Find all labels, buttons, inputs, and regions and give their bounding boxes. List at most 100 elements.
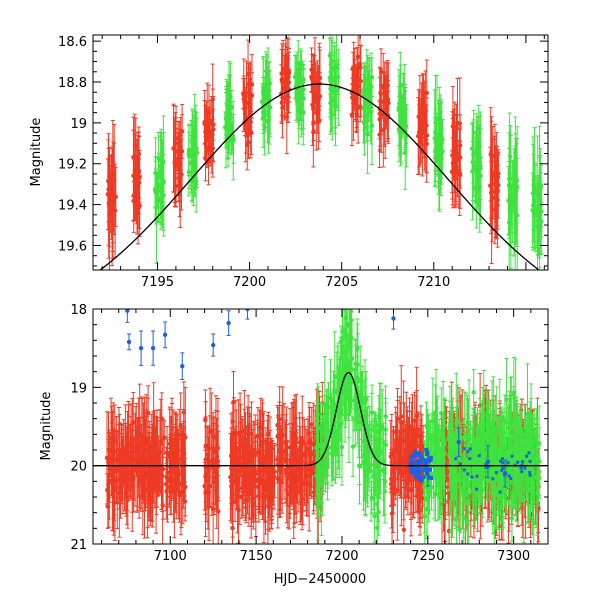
data-point-blue [525, 454, 529, 458]
data-point-green [153, 168, 159, 215]
data-point-green [190, 110, 196, 166]
data-point-blue [501, 461, 505, 465]
data-point-red [351, 41, 356, 109]
data-point-red [133, 145, 138, 210]
top-plot-area [99, 35, 544, 270]
data-point-red [243, 96, 249, 138]
data-point-red [106, 133, 111, 246]
data-point-blue [414, 453, 419, 458]
data-point-blue [506, 461, 510, 465]
data-point-blue [409, 466, 414, 471]
data-point-red [420, 94, 425, 138]
data-point-green [295, 72, 300, 121]
data-point-blue [425, 452, 430, 457]
data-point-red [454, 103, 459, 151]
data-point-green [478, 115, 483, 200]
data-point-blue [466, 450, 470, 454]
data-point-blue [425, 471, 430, 476]
data-point-blue [528, 470, 532, 474]
data-point-blue [510, 454, 514, 458]
data-point-green [513, 116, 518, 233]
x-tick-label: 7205 [325, 275, 358, 290]
data-point-blue [528, 473, 532, 477]
data-point-red [109, 147, 115, 267]
bottom-panel: 7100 7150 7200 7250 7300 18 19 20 21 Magnitude H… [39, 303, 549, 587]
data-point-blue [507, 474, 511, 478]
data-point-red [286, 47, 292, 98]
y-tick-label: 19.2 [58, 158, 87, 173]
data-point-blue [477, 454, 481, 458]
data-point-red [311, 53, 316, 111]
data-point-red [279, 43, 285, 116]
data-point-blue [468, 457, 472, 461]
x-tick-label: 7100 [154, 549, 187, 564]
data-point-green [230, 100, 236, 181]
data-point-blue [418, 470, 423, 475]
data-point-blue [413, 467, 418, 472]
data-point-blue [408, 455, 413, 460]
y-tick-label: 20 [70, 460, 87, 475]
top-model-curve [99, 83, 541, 270]
data-point-green [300, 60, 306, 135]
data-point-blue [466, 472, 470, 476]
y-tick-label: 18.6 [58, 35, 87, 50]
data-point-green [333, 62, 338, 120]
data-point-red [112, 163, 118, 258]
x-tick-label: 7150 [240, 549, 273, 564]
y-tick-label: 19.6 [58, 239, 87, 254]
data-point-green [225, 95, 230, 146]
data-point-blue [418, 453, 423, 458]
data-point-green [327, 38, 333, 118]
data-point-red [350, 51, 356, 85]
data-point-blue [421, 467, 426, 472]
data-point-green [161, 115, 166, 208]
data-point-green [507, 112, 512, 236]
data-point-red [416, 104, 422, 168]
data-point-red [492, 135, 497, 177]
data-point-green [537, 155, 543, 223]
data-point-blue [150, 330, 156, 366]
data-point-green [328, 51, 333, 111]
data-point-blue [125, 309, 130, 323]
data-point-blue [226, 310, 231, 336]
data-point-green [158, 172, 164, 230]
data-point-red [244, 60, 249, 125]
data-point-green [473, 137, 478, 202]
data-point-blue [503, 473, 507, 477]
data-point-blue [468, 447, 472, 451]
x-tick-label: 7200 [325, 549, 358, 564]
data-point-red [210, 88, 216, 162]
data-point-red [495, 152, 500, 248]
data-point-red [385, 60, 390, 112]
data-point-red [173, 165, 178, 207]
top-panel: 7195 7200 7205 7210 18.6 18.8 19 19.2 19.4 19.6 M… [29, 34, 549, 290]
data-point-red [134, 138, 140, 209]
data-point-green [531, 154, 536, 217]
bottom-y-axis-label: Magnitude [39, 392, 54, 461]
data-point-green [222, 111, 228, 144]
data-point-blue [424, 459, 429, 464]
data-point-red [355, 55, 361, 117]
x-tick-label: 7210 [417, 275, 450, 290]
data-point-blue [419, 478, 424, 483]
bottom-plot-area [93, 309, 548, 544]
y-tick-label: 21 [70, 538, 87, 553]
data-point-red [422, 91, 427, 171]
data-point-blue [501, 466, 505, 470]
data-point-red [452, 101, 457, 162]
data-point-blue [491, 477, 495, 481]
data-point-green [438, 120, 444, 168]
data-point-blue [462, 468, 466, 472]
data-point-red [424, 104, 429, 183]
y-tick-label: 19 [70, 381, 87, 396]
data-point-blue [527, 451, 531, 455]
data-point-green [194, 117, 200, 188]
x-tick-label: 7200 [233, 275, 266, 290]
y-tick-label: 19 [70, 117, 87, 132]
data-point-blue [180, 352, 185, 380]
data-point-red [202, 100, 207, 145]
data-point-blue [475, 487, 479, 491]
top-axes-frame [92, 34, 549, 271]
data-point-green [436, 99, 442, 195]
data-point-blue [462, 447, 466, 451]
